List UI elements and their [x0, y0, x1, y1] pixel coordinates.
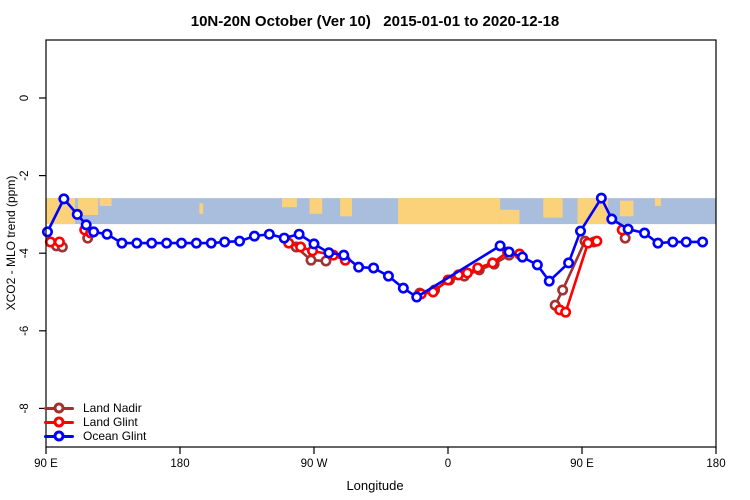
ocean-glint-point	[219, 236, 231, 248]
ocean-glint-point	[353, 261, 365, 273]
land-glint-point	[295, 241, 307, 253]
legend-label: Land Nadir	[83, 401, 142, 415]
land-glint-point	[487, 257, 499, 269]
legend-item-land-glint: Land Glint	[44, 415, 146, 429]
ocean-glint-point	[563, 257, 575, 269]
land-nadir-point	[557, 284, 569, 296]
map-band-land-patch	[398, 198, 501, 225]
ocean-glint-point	[323, 247, 335, 259]
map-band-land-patch	[281, 198, 297, 208]
land-glint-point	[472, 262, 484, 274]
ocean-glint-point	[58, 193, 70, 205]
ocean-glint-point	[146, 237, 158, 249]
ocean-glint-point	[575, 225, 587, 237]
land-glint-point	[591, 235, 603, 247]
land-glint-point	[582, 237, 594, 249]
chart-title: 10N-20N October (Ver 10) 2015-01-01 to 2…	[190, 13, 560, 30]
ocean-glint-point	[248, 230, 260, 242]
x-tick-label: 90 E	[34, 458, 58, 470]
ocean-glint-point	[101, 228, 113, 240]
x-tick-label: 180	[706, 458, 725, 470]
ocean-glint-point	[543, 275, 555, 287]
ocean-glint-point	[234, 235, 246, 247]
ocean-glint-point	[606, 213, 618, 225]
ocean-glint-point	[411, 291, 423, 303]
ocean-glint-point	[494, 240, 506, 252]
ocean-glint-point	[131, 237, 143, 249]
map-band-land-patch	[619, 200, 634, 217]
map-band-land-patch	[543, 198, 563, 218]
y-tick-label: 0	[19, 95, 31, 101]
x-tick-label: 90 E	[570, 458, 594, 470]
map-band-land-patch	[78, 198, 99, 216]
land-glint-point	[44, 236, 56, 248]
land-glint-marker-icon	[44, 420, 74, 424]
x-tick-label: 180	[170, 458, 189, 470]
ocean-glint-point	[652, 237, 664, 249]
ocean-glint-point	[368, 262, 380, 274]
y-axis-title: XCO2 - MLO trend (ppm)	[4, 175, 18, 311]
ocean-glint-point	[278, 232, 290, 244]
ocean-glint-point	[503, 246, 515, 258]
ocean-glint-point	[190, 237, 202, 249]
map-band-land-patch	[309, 198, 323, 214]
ocean-glint-point	[41, 226, 53, 238]
ocean-glint-point	[88, 226, 100, 238]
map-band-land-patch	[340, 198, 352, 217]
ocean-glint-point	[680, 236, 692, 248]
y-tick-label: -8	[19, 403, 31, 413]
ocean-glint-marker-icon	[44, 434, 74, 438]
legend-label: Ocean Glint	[83, 429, 147, 443]
map-band-land-patch	[199, 203, 204, 214]
ocean-glint-point	[622, 223, 634, 235]
land-nadir-point	[305, 254, 317, 266]
plot-box	[45, 39, 717, 448]
map-band-land-patch	[500, 209, 520, 225]
ocean-glint-point	[382, 270, 394, 282]
legend-item-ocean-glint: Ocean Glint	[44, 429, 146, 443]
legend-item-land-nadir: Land Nadir	[44, 401, 146, 415]
ocean-glint-point	[338, 249, 350, 261]
ocean-glint-point	[667, 236, 679, 248]
legend-label: Land Glint	[83, 415, 138, 429]
ocean-glint-point	[639, 227, 651, 239]
map-band-land-patch	[99, 198, 112, 206]
x-tick-label: 0	[445, 458, 451, 470]
y-tick-label: -6	[19, 326, 31, 336]
ocean-glint-point	[595, 192, 607, 204]
land-glint-point	[560, 306, 572, 318]
ocean-glint-point	[71, 208, 83, 220]
x-tick-label: 90 W	[301, 458, 328, 470]
land-nadir-line	[554, 239, 595, 306]
land-glint-point	[461, 267, 473, 279]
ocean-glint-point	[175, 237, 187, 249]
ocean-glint-point	[516, 251, 528, 263]
ocean-glint-point	[116, 237, 128, 249]
ocean-glint-point	[80, 219, 92, 231]
land-nadir-marker-icon	[44, 406, 74, 410]
ocean-glint-point	[531, 259, 543, 271]
ocean-glint-point	[308, 238, 320, 250]
y-tick-label: -4	[19, 247, 31, 258]
legend: Land Nadir Land Glint Ocean Glint	[44, 401, 146, 443]
x-axis-title: Longitude	[346, 478, 404, 493]
ocean-glint-point	[205, 237, 217, 249]
ocean-glint-point	[697, 236, 709, 248]
land-glint-line	[559, 239, 598, 314]
ocean-glint-point	[397, 282, 409, 294]
land-glint-point	[53, 236, 65, 248]
ocean-glint-point	[293, 228, 305, 240]
y-tick-label: -2	[19, 170, 31, 180]
ocean-glint-point	[161, 237, 173, 249]
ocean-glint-point	[263, 228, 275, 240]
map-band-land-patch	[654, 198, 661, 206]
